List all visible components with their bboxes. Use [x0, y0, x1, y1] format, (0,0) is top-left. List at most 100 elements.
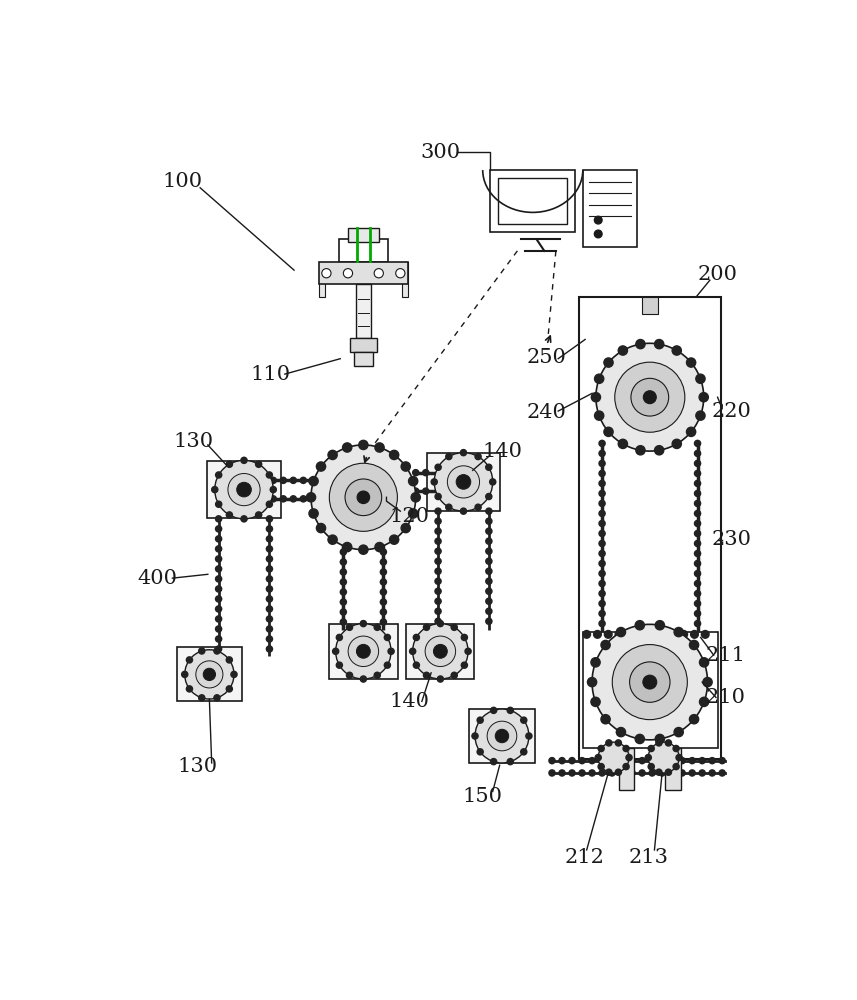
Bar [619, 748, 634, 790]
Circle shape [267, 536, 273, 542]
Bar [642, 297, 657, 314]
Circle shape [267, 556, 273, 562]
Circle shape [489, 479, 496, 485]
Circle shape [623, 764, 629, 770]
Circle shape [591, 658, 600, 667]
Circle shape [579, 758, 585, 764]
Circle shape [673, 745, 680, 752]
Circle shape [214, 695, 220, 701]
Circle shape [655, 339, 664, 349]
Circle shape [694, 440, 701, 446]
Circle shape [589, 770, 595, 776]
Circle shape [435, 568, 441, 574]
Circle shape [340, 569, 346, 575]
Circle shape [375, 672, 381, 678]
Circle shape [280, 477, 286, 483]
Circle shape [639, 770, 645, 776]
Circle shape [237, 482, 251, 497]
Bar [470, 709, 535, 763]
Circle shape [526, 733, 532, 739]
Circle shape [619, 770, 625, 776]
Circle shape [255, 512, 261, 518]
Circle shape [629, 758, 635, 764]
Circle shape [645, 754, 651, 761]
Circle shape [185, 650, 234, 699]
Circle shape [423, 624, 429, 630]
Circle shape [699, 658, 709, 667]
Circle shape [435, 464, 441, 470]
Circle shape [599, 620, 605, 627]
Circle shape [280, 496, 286, 502]
Circle shape [595, 374, 604, 383]
Circle shape [435, 588, 441, 594]
Circle shape [291, 496, 297, 502]
Circle shape [636, 339, 645, 349]
Circle shape [215, 586, 222, 592]
Circle shape [709, 770, 716, 776]
Circle shape [388, 648, 394, 654]
Circle shape [486, 538, 492, 544]
Bar [207, 461, 280, 518]
Circle shape [599, 450, 605, 456]
Circle shape [359, 440, 368, 450]
Bar [583, 170, 637, 247]
Circle shape [241, 516, 247, 522]
Circle shape [199, 648, 205, 654]
Circle shape [435, 528, 441, 534]
Circle shape [486, 578, 492, 584]
Circle shape [401, 462, 411, 471]
Circle shape [267, 501, 273, 507]
Bar [319, 262, 408, 284]
Bar [498, 178, 567, 224]
Text: 211: 211 [705, 646, 746, 665]
Circle shape [336, 662, 343, 668]
Circle shape [599, 520, 605, 527]
Bar [402, 262, 408, 297]
Circle shape [231, 671, 237, 677]
Circle shape [665, 740, 672, 746]
Circle shape [215, 536, 222, 542]
Bar [329, 624, 398, 679]
Circle shape [270, 487, 276, 493]
Circle shape [340, 549, 346, 555]
Circle shape [615, 631, 623, 638]
Circle shape [340, 579, 346, 585]
Circle shape [694, 600, 701, 607]
Circle shape [559, 770, 565, 776]
Text: 210: 210 [705, 688, 746, 707]
Circle shape [599, 490, 605, 497]
Circle shape [701, 631, 709, 638]
Circle shape [672, 346, 681, 355]
Circle shape [599, 610, 605, 617]
Circle shape [411, 493, 420, 502]
Circle shape [186, 686, 193, 692]
Bar [356, 284, 371, 338]
Circle shape [616, 627, 626, 637]
Circle shape [340, 559, 346, 565]
Circle shape [486, 493, 492, 500]
Circle shape [423, 672, 429, 678]
Circle shape [215, 626, 222, 632]
Circle shape [694, 610, 701, 617]
Circle shape [599, 480, 605, 487]
Circle shape [486, 568, 492, 574]
Circle shape [381, 539, 387, 545]
Circle shape [612, 645, 687, 720]
Bar [579, 297, 722, 759]
Circle shape [267, 626, 273, 632]
Circle shape [390, 535, 399, 544]
Circle shape [591, 393, 601, 402]
Circle shape [507, 759, 513, 765]
Circle shape [709, 758, 716, 764]
Circle shape [699, 697, 709, 706]
Circle shape [694, 490, 701, 497]
Circle shape [486, 528, 492, 534]
Circle shape [626, 631, 633, 638]
Circle shape [357, 644, 370, 658]
Circle shape [435, 598, 441, 604]
Circle shape [348, 636, 379, 667]
Circle shape [203, 668, 215, 681]
Circle shape [435, 578, 441, 584]
Circle shape [267, 566, 273, 572]
Circle shape [267, 546, 273, 552]
